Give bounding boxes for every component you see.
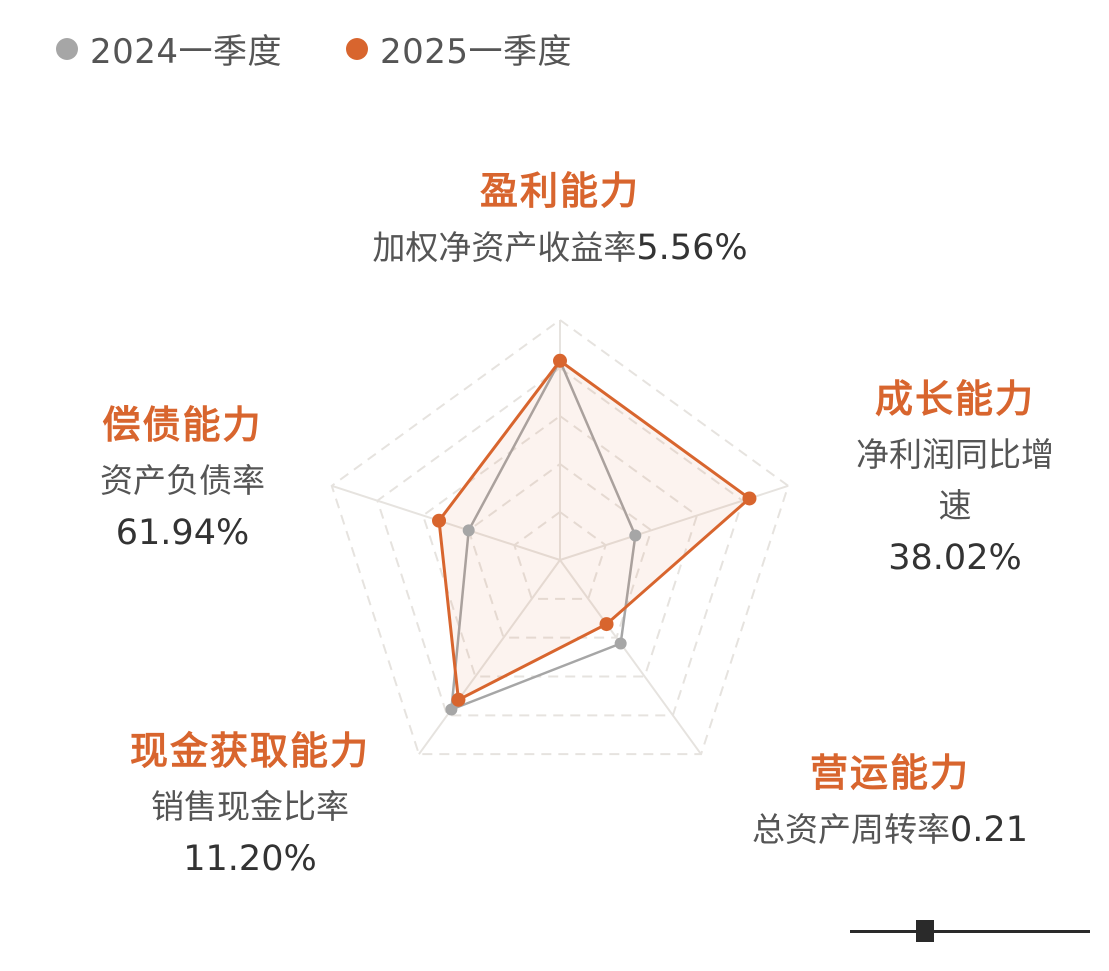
axis-metric-cash: 销售现金比率 xyxy=(151,787,349,826)
grid-ring-4 xyxy=(376,366,744,717)
axis-metric-line-profitability: 加权净资产收益率5.56% xyxy=(310,221,810,275)
axis-metric-operation: 总资产周转率 xyxy=(752,810,951,849)
data-point-2025-1[interactable] xyxy=(742,491,757,506)
watermark-block xyxy=(916,920,934,942)
axis-block-operation: 营运能力 总资产周转率0.21 xyxy=(705,742,1075,857)
axis-spoke-3 xyxy=(418,559,561,755)
axis-title-growth: 成长能力 xyxy=(874,377,1035,421)
axis-metric-growth-line2: 速 xyxy=(938,486,972,526)
legend-item-2025[interactable]: 2025一季度 xyxy=(346,24,572,73)
legend: 2024一季度 2025一季度 xyxy=(56,24,636,73)
data-point-2024-3[interactable] xyxy=(445,703,458,716)
watermark-line xyxy=(850,930,1090,933)
series-area-2025 xyxy=(437,359,751,702)
axis-value-profitability: 5.56% xyxy=(636,228,748,268)
axis-title-cash: 现金获取能力 xyxy=(129,729,370,773)
legend-label-2024: 2024一季度 xyxy=(90,32,283,72)
data-point-2024-4[interactable] xyxy=(462,524,475,537)
axis-metric-growth-line1: 净利润同比增 xyxy=(856,435,1054,474)
axis-block-growth: 成长能力 净利润同比增 速 38.02% xyxy=(820,368,1090,586)
data-point-2025-0[interactable] xyxy=(553,353,567,368)
series-area-2024 xyxy=(450,359,637,711)
axis-block-solvency: 偿债能力 资产负债率 61.94% xyxy=(60,394,305,560)
axis-value-growth: 38.02% xyxy=(888,538,1022,579)
axis-title-solvency: 偿债能力 xyxy=(102,403,263,447)
grid-ring-2 xyxy=(467,462,653,639)
legend-dot-icon-2025 xyxy=(346,37,369,60)
axis-block-cash: 现金获取能力 销售现金比率 11.20% xyxy=(80,720,420,886)
data-point-2025-2[interactable] xyxy=(599,617,614,632)
axis-value-solvency: 61.94% xyxy=(115,513,250,554)
axis-spoke-2 xyxy=(559,559,702,755)
axis-title-profitability: 盈利能力 xyxy=(479,169,640,213)
data-point-2025-3[interactable] xyxy=(451,692,466,707)
axis-value-operation: 0.21 xyxy=(950,810,1028,850)
axis-block-profitability: 盈利能力 加权净资产收益率5.56% xyxy=(310,160,810,275)
grid-ring-5 xyxy=(330,318,790,756)
axis-metric-solvency: 资产负债率 xyxy=(100,461,265,500)
legend-label-2025: 2025一季度 xyxy=(380,32,573,72)
data-point-2024-2[interactable] xyxy=(614,637,627,650)
data-point-2025-4[interactable] xyxy=(432,513,447,528)
axis-metric-profitability: 加权净资产收益率 xyxy=(372,228,637,267)
legend-item-2024[interactable]: 2024一季度 xyxy=(56,24,282,73)
data-point-2024-1[interactable] xyxy=(629,529,642,542)
axis-spoke-4 xyxy=(331,484,561,561)
axis-title-operation: 营运能力 xyxy=(809,751,970,795)
grid-ring-3 xyxy=(421,414,699,678)
axis-metric-line-operation: 总资产周转率0.21 xyxy=(705,803,1075,857)
legend-dot-icon-2024 xyxy=(56,37,78,60)
grid-ring-1 xyxy=(513,510,607,600)
axis-value-cash: 11.20% xyxy=(183,839,317,880)
watermark-logo xyxy=(850,918,1090,946)
